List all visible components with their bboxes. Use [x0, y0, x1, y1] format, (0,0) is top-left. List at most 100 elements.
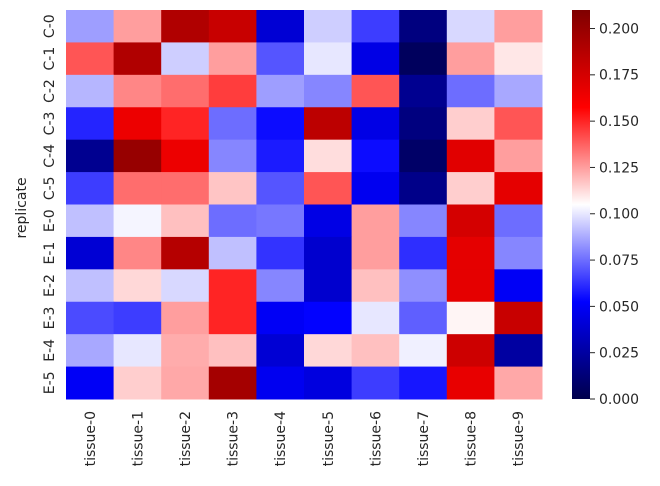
- heatmap-cell: [208, 236, 257, 270]
- colorbar-tick-label: 0.075: [599, 253, 639, 269]
- heatmap-cell: [304, 139, 353, 173]
- heatmap-cell: [304, 236, 353, 270]
- heatmap-cell: [208, 74, 257, 108]
- heatmap-cell: [446, 236, 495, 270]
- heatmap-cell: [161, 366, 210, 400]
- colorbar-tick-label: 0.050: [599, 299, 639, 315]
- heatmap-cell: [161, 269, 210, 303]
- heatmap-cell: [494, 139, 543, 173]
- x-tick-label: tissue-4: [273, 411, 289, 467]
- heatmap-cell: [494, 236, 543, 270]
- heatmap-cell: [494, 107, 543, 141]
- heatmap-cell: [399, 42, 448, 76]
- heatmap-cell: [494, 269, 543, 303]
- heatmap-cell: [161, 172, 210, 205]
- colorbar-tick-label: 0.100: [599, 207, 639, 223]
- colorbar-tick-label: 0.200: [599, 21, 639, 37]
- heatmap-cell: [304, 107, 353, 141]
- heatmap-cell: [66, 139, 115, 173]
- x-tick-label: tissue-8: [464, 411, 480, 466]
- heatmap-cell: [351, 301, 400, 335]
- heatmap-cell: [304, 301, 353, 335]
- heatmap-cell: [161, 236, 210, 270]
- y-tick-label: E-5: [42, 371, 58, 394]
- heatmap-cell: [256, 366, 305, 400]
- heatmap-cell: [494, 301, 543, 335]
- heatmap-cell: [208, 107, 257, 141]
- heatmap-cell: [494, 334, 543, 368]
- heatmap-cell: [256, 10, 305, 43]
- x-tick-label: tissue-1: [130, 411, 146, 466]
- heatmap-cell: [446, 74, 495, 108]
- y-tick-label: C-2: [42, 79, 58, 103]
- heatmap-cell: [304, 269, 353, 303]
- heatmap-cell: [256, 236, 305, 270]
- heatmap-cell: [494, 74, 543, 108]
- heatmap-cell: [208, 10, 257, 43]
- heatmap-cell: [208, 204, 257, 238]
- heatmap-cell: [351, 172, 400, 205]
- heatmap-cell: [113, 269, 162, 303]
- heatmap-cell: [351, 236, 400, 270]
- colorbar-tick-label: 0.150: [599, 114, 639, 130]
- heatmap-cell: [208, 42, 257, 76]
- heatmap-cell: [399, 301, 448, 335]
- heatmap-cell: [351, 74, 400, 108]
- y-tick-label: E-0: [42, 209, 58, 232]
- heatmap-cell: [66, 366, 115, 400]
- heatmap-cell: [304, 74, 353, 108]
- heatmap-cell: [66, 42, 115, 76]
- heatmap-cell: [113, 139, 162, 173]
- heatmap-cell: [351, 366, 400, 400]
- y-tick-label: E-1: [42, 242, 58, 265]
- heatmap-cell: [208, 139, 257, 173]
- heatmap-cell: [113, 236, 162, 270]
- y-axis-label: replicate: [14, 177, 30, 238]
- heatmap-cell: [446, 107, 495, 141]
- heatmap-cell: [161, 107, 210, 141]
- y-tick-label: C-5: [42, 176, 58, 200]
- y-tick-label: C-3: [42, 112, 58, 136]
- heatmap-cell: [399, 236, 448, 270]
- heatmap-cell: [399, 204, 448, 238]
- heatmap-cell: [161, 42, 210, 76]
- heatmap-cell: [66, 269, 115, 303]
- heatmap-cell: [208, 269, 257, 303]
- heatmap-cell: [304, 42, 353, 76]
- colorbar-ticks: 0.000 0.025 0.050 0.075 0.100 0.125 0.150 0.175…: [590, 21, 639, 408]
- heatmap-cells: [66, 10, 543, 400]
- heatmap-cell: [446, 204, 495, 238]
- heatmap-cell: [399, 10, 448, 43]
- heatmap-cell: [66, 334, 115, 368]
- colorbar-tick-label: 0.025: [599, 346, 639, 362]
- x-tick-label: tissue-0: [83, 411, 99, 466]
- y-tick-label: E-2: [42, 274, 58, 297]
- heatmap-cell: [399, 334, 448, 368]
- heatmap-cell: [399, 74, 448, 108]
- heatmap-cell: [256, 42, 305, 76]
- heatmap-cell: [256, 334, 305, 368]
- heatmap-cell: [351, 139, 400, 173]
- heatmap-cell: [161, 74, 210, 108]
- heatmap-cell: [399, 366, 448, 400]
- heatmap-cell: [446, 139, 495, 173]
- heatmap-cell: [399, 269, 448, 303]
- heatmap-cell: [494, 366, 543, 400]
- heatmap-cell: [351, 269, 400, 303]
- x-tick-label: tissue-2: [178, 411, 194, 466]
- colorbar-tick-label: 0.125: [599, 160, 639, 176]
- heatmap-cell: [113, 42, 162, 76]
- y-tick-labels: C-0 C-1 C-2 C-3 C-4 C-5 E-0 E-1 E-2 E-3 E-4 E-5: [42, 14, 58, 394]
- y-tick-label: C-1: [42, 47, 58, 71]
- x-tick-label: tissue-9: [511, 411, 527, 466]
- heatmap-cell: [208, 301, 257, 335]
- heatmap-cell: [494, 172, 543, 205]
- heatmap-cell: [351, 334, 400, 368]
- heatmap-cell: [66, 301, 115, 335]
- heatmap-cell: [113, 10, 162, 43]
- heatmap-cell: [113, 204, 162, 238]
- heatmap-cell: [113, 172, 162, 205]
- heatmap-cell: [256, 107, 305, 141]
- y-tick-label: C-4: [42, 144, 58, 168]
